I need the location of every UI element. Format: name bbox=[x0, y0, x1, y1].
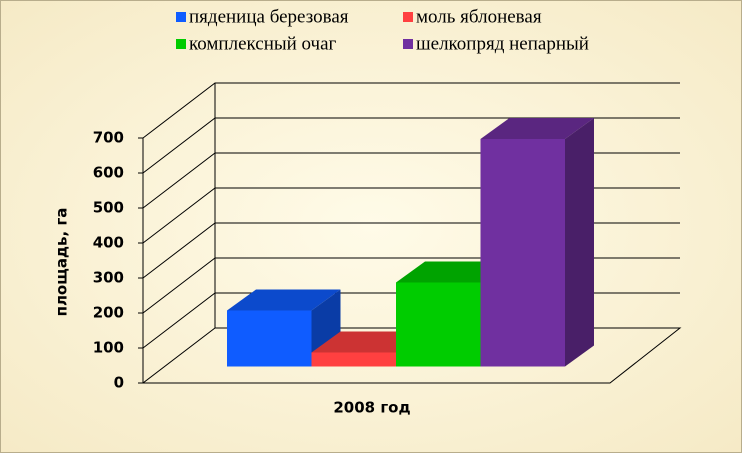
y-tick-label: 600 bbox=[93, 164, 124, 182]
legend-label: моль яблоневая bbox=[416, 6, 542, 27]
floor bbox=[141, 327, 682, 384]
grid-line bbox=[142, 82, 680, 139]
y-tick-label: 400 bbox=[93, 234, 124, 252]
legend-swatch bbox=[176, 12, 186, 22]
bar-side bbox=[565, 118, 594, 367]
bar-top bbox=[480, 118, 594, 139]
legend-label: шелкопряд непарный bbox=[416, 33, 589, 54]
x-tick-label: 2008 год bbox=[333, 399, 410, 417]
y-tick-label: 700 bbox=[93, 129, 124, 147]
legend-swatch bbox=[403, 39, 413, 49]
y-axis-title: площадь, га bbox=[53, 208, 71, 317]
y-tick-label: 200 bbox=[93, 304, 124, 322]
legend-label: пяденица березовая bbox=[189, 6, 349, 27]
bar bbox=[396, 282, 481, 367]
bar-top bbox=[227, 289, 341, 311]
legend-label: комплексный очаг bbox=[189, 33, 337, 54]
y-tick-label: 100 bbox=[93, 339, 124, 357]
bar bbox=[311, 352, 396, 367]
y-tick-label: 300 bbox=[93, 269, 124, 287]
bar bbox=[480, 139, 565, 367]
y-tick-label: 500 bbox=[93, 199, 124, 217]
legend-swatch bbox=[176, 39, 186, 49]
y-tick-label: 0 bbox=[114, 374, 124, 392]
bar bbox=[227, 310, 312, 367]
legend-swatch bbox=[403, 12, 413, 22]
